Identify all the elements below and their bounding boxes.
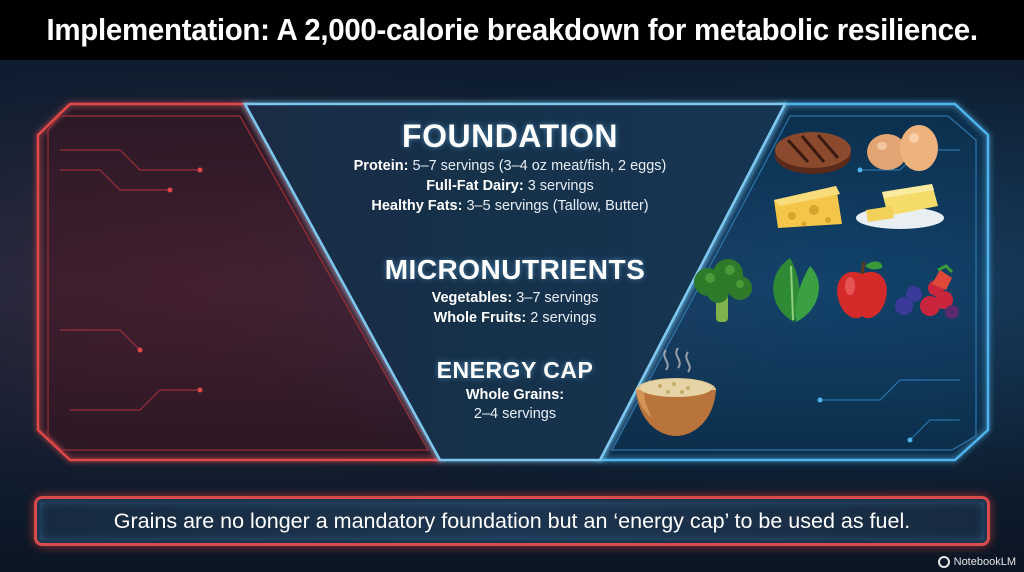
grain-bowl-icon: [636, 347, 716, 436]
fats-label: Healthy Fats:: [371, 198, 463, 214]
dairy-text: 3 servings: [527, 178, 594, 194]
tier-micronutrients-heading: MICRONUTRIENTS: [384, 254, 646, 285]
fats-text: 3–5 servings (Tallow, Butter): [466, 198, 649, 214]
butter-icon: [856, 184, 944, 229]
berries-icon: [895, 264, 959, 319]
notebooklm-logo-icon: [937, 556, 950, 568]
apple-icon: [837, 261, 887, 319]
broccoli-icon: [694, 259, 752, 322]
grains-label-line: Whole Grains:: [420, 386, 610, 405]
vegetables-label: Vegetables:: [431, 290, 513, 306]
title-bar: Implementation: A 2,000-calorie breakdow…: [0, 0, 1024, 60]
grains-text: 2–4 servings: [473, 406, 557, 422]
caption-text: Grains are no longer a mandatory foundat…: [113, 508, 911, 533]
tier-foundation-heading: FOUNDATION: [402, 118, 618, 154]
dairy-label: Full-Fat Dairy:: [426, 178, 524, 194]
cheese-icon: [774, 186, 842, 228]
fruits-line: Whole Fruits: 2 servings: [350, 308, 680, 328]
caption-box: Grains are no longer a mandatory foundat…: [34, 496, 990, 546]
spinach-icon: [773, 258, 819, 322]
vegetables-line: Vegetables: 3–7 servings: [350, 288, 680, 308]
steak-icon: [775, 132, 851, 174]
fruits-label: Whole Fruits:: [433, 310, 527, 326]
protein-label: Protein:: [353, 158, 409, 174]
protein-text: 5–7 servings (3–4 oz meat/fish, 2 eggs): [412, 158, 667, 174]
tier-energy-cap: ENERGY CAP Whole Grains: 2–4 servings: [420, 356, 610, 424]
brand-name: NotebookLM: [953, 556, 1016, 568]
dairy-line: Full-Fat Dairy: 3 servings: [290, 176, 730, 196]
tier-energy-cap-heading: ENERGY CAP: [436, 357, 594, 383]
eggs-icon: [867, 125, 938, 171]
grains-label: Whole Grains:: [465, 387, 565, 403]
brand-badge: NotebookLM: [937, 556, 1016, 568]
tier-foundation: FOUNDATION Protein: 5–7 servings (3–4 oz…: [290, 118, 730, 216]
fats-line: Healthy Fats: 3–5 servings (Tallow, Butt…: [290, 196, 730, 216]
tier-micronutrients: MICRONUTRIENTS Vegetables: 3–7 servings …: [350, 254, 680, 328]
fruits-text: 2 servings: [530, 310, 597, 326]
protein-line: Protein: 5–7 servings (3–4 oz meat/fish,…: [290, 156, 730, 176]
page-title: Implementation: A 2,000-calorie breakdow…: [46, 12, 978, 47]
vegetables-text: 3–7 servings: [516, 290, 599, 306]
